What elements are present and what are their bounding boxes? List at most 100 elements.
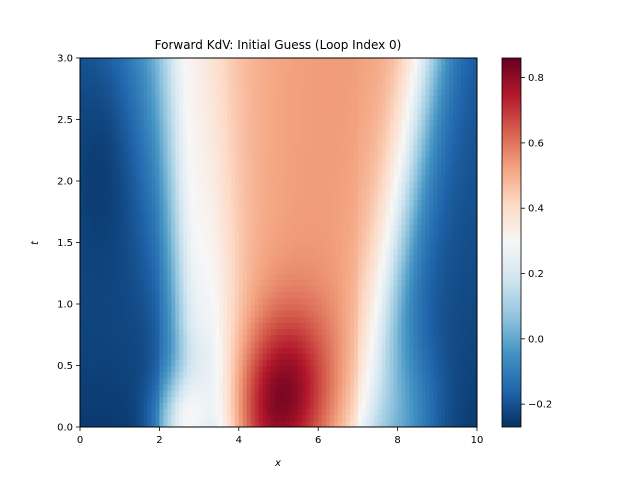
heatmap-cell [290,420,295,427]
heatmap-cell [214,414,220,422]
heatmap-cell [353,150,359,157]
heatmap-cell [187,205,192,213]
heatmap-cell [326,383,331,391]
heatmap-cell [429,242,434,250]
heatmap-cell [211,297,216,305]
heatmap-cell [155,371,160,379]
heatmap-cell [135,340,141,348]
heatmap-cell [91,359,97,367]
heatmap-cell [274,328,280,336]
heatmap-cell [286,119,292,127]
heatmap-cell [433,242,438,250]
heatmap-cell [397,211,403,219]
heatmap-cell [449,279,454,287]
heatmap-cell [111,162,117,170]
heatmap-cell [405,193,411,201]
heatmap-cell [274,199,280,207]
heatmap-cell [91,156,97,164]
heatmap-cell [453,390,458,397]
heatmap-cell [310,334,315,342]
heatmap-cell [234,414,240,422]
heatmap-cell [91,347,97,354]
heatmap-cell [226,310,232,317]
heatmap-cell [199,211,204,219]
heatmap-cell [449,162,454,170]
heatmap-cell [365,365,371,373]
heatmap-cell [207,199,212,207]
heatmap-cell [445,310,450,317]
heatmap-cell [409,340,415,348]
heatmap-cell [143,168,149,176]
heatmap-cell [365,377,371,385]
heatmap-cell [298,279,303,287]
heatmap-cell [167,353,172,360]
heatmap-cell [187,254,192,262]
heatmap-cell [306,236,311,244]
heatmap-cell [242,304,248,311]
heatmap-cell [298,260,303,268]
heatmap-cell [461,285,466,293]
heatmap-cell [381,217,387,225]
heatmap-cell [409,181,415,188]
heatmap-cell [413,383,419,391]
heatmap-cell [175,174,180,182]
heatmap-cell [345,420,351,427]
heatmap-cell [195,119,200,127]
heatmap-cell [282,347,288,354]
heatmap-cell [167,316,172,324]
heatmap-cell [107,125,113,133]
heatmap-cell [433,359,438,367]
heatmap-cell [222,359,228,367]
heatmap-cell [298,193,303,201]
heatmap-cell [123,396,129,403]
heatmap-cell [290,224,295,231]
heatmap-cell [143,328,149,336]
heatmap-cell [461,211,466,219]
heatmap-cell [95,365,101,373]
heatmap-cell [195,242,200,250]
heatmap-cell [326,254,331,262]
heatmap-cell [115,131,121,139]
heatmap-cell [326,322,331,330]
heatmap-cell [330,193,335,201]
heatmap-cell [306,402,311,410]
heatmap-cell [453,297,458,305]
heatmap-cell [218,414,224,422]
heatmap-cell [226,347,232,354]
heatmap-cell [99,254,105,262]
heatmap-cell [171,340,176,348]
heatmap-cell [203,267,208,274]
heatmap-cell [365,150,371,157]
heatmap-cell [326,390,331,397]
heatmap-cell [91,383,97,391]
heatmap-cell [357,365,363,373]
heatmap-cell [266,408,272,416]
heatmap-cell [409,297,415,305]
heatmap-cell [453,334,458,342]
heatmap-cell [469,199,474,207]
heatmap-cell [222,353,228,360]
heatmap-cell [381,119,387,127]
heatmap-cell [385,144,391,151]
heatmap-cell [381,347,387,354]
heatmap-cell [230,279,236,287]
heatmap-cell [95,217,101,225]
heatmap-cell [349,408,355,416]
heatmap-cell [242,420,248,427]
heatmap-cell [95,162,101,170]
heatmap-cell [91,396,97,403]
heatmap-cell [453,322,458,330]
heatmap-cell [302,273,307,280]
heatmap-cell [230,211,236,219]
heatmap-cell [218,291,224,299]
heatmap-cell [274,414,280,422]
heatmap-cell [342,119,347,127]
heatmap-cell [254,205,260,213]
heatmap-cell [115,371,121,379]
heatmap-cell [135,365,141,373]
heatmap-cell [250,267,256,274]
heatmap-cell [357,174,363,182]
heatmap-cell [139,420,145,427]
heatmap-cell [425,236,430,244]
heatmap-cell [385,174,391,182]
